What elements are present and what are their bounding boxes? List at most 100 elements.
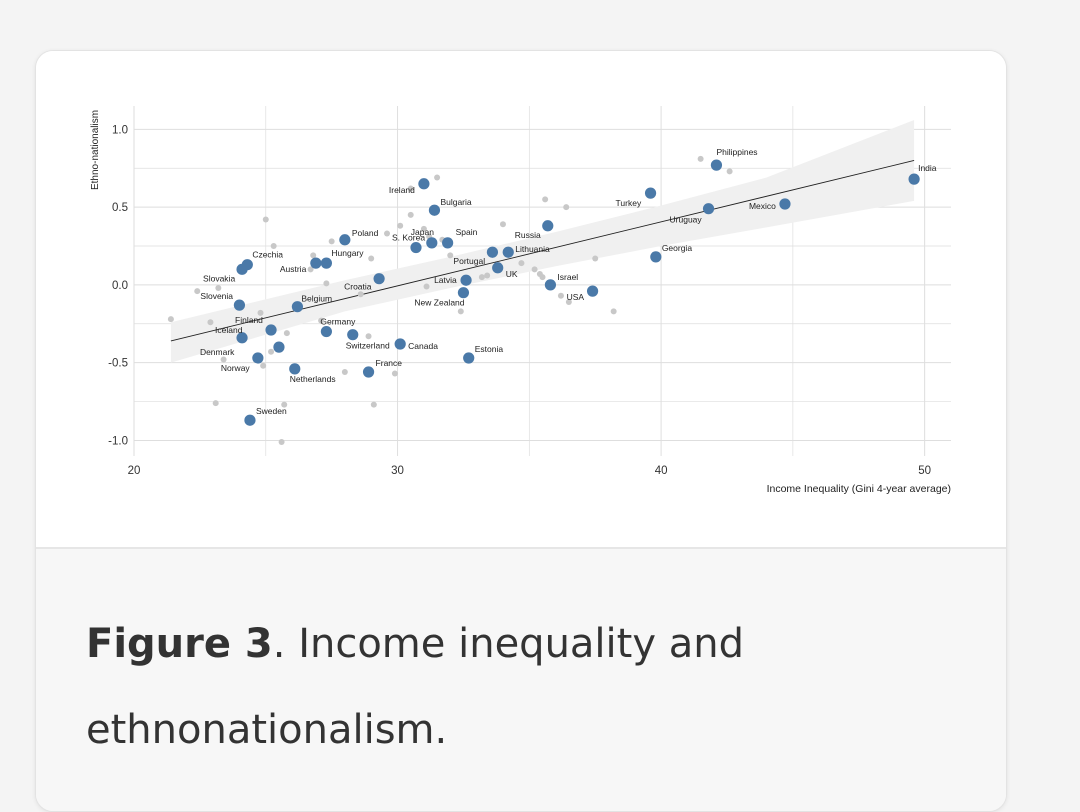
axes-layer: 20 30 40 50 -1.0 -0.5 0.0 0.5 1.0 (108, 124, 931, 477)
background-point (283, 330, 290, 337)
background-point (484, 272, 491, 279)
label-uk: UK (506, 269, 518, 279)
background-point (592, 255, 599, 262)
point-turkey (644, 187, 657, 199)
background-point (323, 280, 330, 287)
background-point (407, 211, 414, 218)
point-hungary (320, 257, 332, 269)
label-canada: Canada (408, 341, 438, 351)
point-labels-layer: India Philippines Mexico Turkey Uruguay Georg… (200, 147, 937, 416)
labeled-points-layer (233, 159, 920, 426)
label-georgia: Georgia (662, 243, 693, 253)
point-japan (426, 237, 438, 249)
label-latvia: Latvia (434, 275, 457, 285)
point-israel (544, 279, 557, 291)
background-point (518, 260, 525, 267)
label-czechia: Czechia (252, 250, 283, 260)
label-denmark: Denmark (200, 347, 235, 357)
label-israel: Israel (557, 272, 578, 282)
point-latvia (460, 274, 472, 286)
background-point (565, 299, 572, 305)
unlabeled-points-layer (167, 155, 733, 445)
background-point (357, 291, 364, 298)
point-poland (339, 234, 351, 246)
point-russia (542, 220, 554, 232)
confidence-band (170, 120, 915, 363)
point-belgium (291, 301, 303, 313)
background-point (557, 292, 564, 299)
point-slovakia (236, 263, 248, 275)
label-ireland: Ireland (389, 185, 415, 195)
label-france: France (376, 358, 403, 368)
point-estonia (463, 352, 475, 364)
caption-text: . Income inequality and ethnonationalism… (86, 621, 744, 753)
label-japan: Japan (411, 227, 434, 237)
background-point (257, 309, 264, 316)
label-estonia: Estonia (475, 344, 504, 354)
point-iceland (236, 332, 248, 344)
point-georgia (650, 251, 662, 263)
background-point (220, 356, 227, 363)
point-netherlands (289, 363, 301, 375)
point-philippines (710, 159, 723, 171)
point-austria (310, 257, 322, 269)
label-belgium: Belgium (301, 294, 332, 304)
label-iceland: Iceland (215, 325, 243, 335)
background-point (539, 274, 546, 281)
background-point (368, 255, 375, 262)
background-point (563, 204, 570, 211)
point-sweden (244, 414, 256, 426)
background-point (194, 288, 201, 295)
x-tick-label: 40 (655, 465, 668, 477)
point-bulgaria (428, 204, 441, 216)
label-turkey: Turkey (616, 198, 642, 208)
background-point (341, 369, 348, 375)
point-canada (394, 338, 406, 350)
background-point (697, 155, 704, 162)
point-norway (252, 352, 264, 364)
background-point (167, 316, 174, 323)
point-uk (492, 262, 504, 274)
label-sweden: Sweden (256, 406, 287, 416)
background-point (420, 225, 427, 232)
caption-area: Figure 3. Income inequality and ethnonat… (36, 549, 1006, 811)
background-point (215, 285, 222, 291)
background-point (370, 401, 377, 408)
background-point (391, 370, 398, 377)
label-hungary: Hungary (331, 248, 364, 258)
background-point (262, 216, 269, 223)
point-portugal (486, 246, 499, 258)
label-s-korea: S. Korea (392, 233, 425, 243)
caption-divider (36, 547, 1006, 549)
label-india: India (918, 163, 937, 173)
figure-caption: Figure 3. Income inequality and ethnonat… (86, 601, 906, 773)
label-netherlands: Netherlands (290, 374, 336, 384)
figure-label: Figure 3 (86, 621, 273, 667)
background-point (260, 362, 267, 369)
background-point (365, 333, 372, 340)
point-spain (442, 237, 454, 249)
point-germany (320, 325, 332, 338)
background-point (434, 174, 441, 181)
background-point (268, 348, 275, 355)
background-point (384, 230, 391, 237)
x-tick-label: 50 (918, 465, 931, 477)
background-point (212, 400, 219, 407)
label-finland: Finland (235, 315, 263, 325)
background-point (499, 221, 506, 228)
background-point (447, 252, 454, 259)
background-point (423, 283, 430, 290)
point-france (362, 366, 375, 378)
point-denmark (273, 341, 285, 353)
background-point (278, 439, 285, 445)
background-point (281, 401, 288, 408)
label-slovenia: Slovenia (200, 291, 233, 301)
label-usa: USA (567, 292, 585, 302)
label-croatia: Croatia (344, 282, 372, 292)
y-tick-label: 0.5 (112, 202, 128, 214)
background-point (478, 274, 485, 281)
background-point (397, 222, 404, 229)
y-tick-label: -0.5 (108, 358, 128, 370)
label-germany: Germany (320, 317, 356, 327)
background-point (457, 308, 464, 315)
